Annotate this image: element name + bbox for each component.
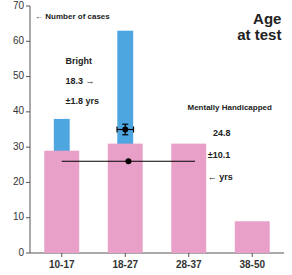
y-tick bbox=[26, 41, 30, 42]
annotation: ±10.1 bbox=[208, 150, 230, 160]
bar bbox=[235, 221, 270, 253]
x-tick-label: 28-37 bbox=[176, 259, 202, 270]
x-tick-label: 38-50 bbox=[239, 259, 265, 270]
x-tick bbox=[125, 253, 126, 257]
y-tick bbox=[26, 147, 30, 148]
title-line: at test bbox=[237, 26, 281, 43]
annotation: 24.8 bbox=[213, 128, 231, 138]
axes: 0 10 20 30 40 50 60 70 10-17 18-27 28-37 38-50 bbox=[13, 0, 284, 270]
error-cap-x bbox=[133, 127, 134, 133]
title-line: Age bbox=[253, 10, 281, 27]
annotation: ← yrs bbox=[208, 172, 233, 182]
y-tick bbox=[26, 182, 30, 183]
chart: 0 10 20 30 40 50 60 70 10-17 18-27 28-37 38-50 ← Num… bbox=[0, 0, 292, 275]
error-cap-x bbox=[116, 127, 117, 133]
y-tick bbox=[26, 76, 30, 77]
bars bbox=[44, 31, 269, 253]
x-tick bbox=[252, 253, 253, 257]
y-label: ← Number of cases bbox=[35, 12, 110, 21]
y-axis-line bbox=[30, 6, 31, 253]
annotation: ±1.8 yrs bbox=[66, 96, 99, 106]
annotation: Mentally Handicapped bbox=[187, 103, 272, 112]
error-point bbox=[122, 127, 128, 133]
y-tick-label: 40 bbox=[13, 105, 25, 116]
bar bbox=[171, 144, 206, 253]
y-tick bbox=[26, 253, 30, 254]
y-tick bbox=[26, 6, 30, 7]
x-tick-label: 10-17 bbox=[49, 259, 75, 270]
y-tick-label: 10 bbox=[13, 211, 25, 222]
y-tick-label: 30 bbox=[13, 141, 25, 152]
x-tick-label: 18-27 bbox=[112, 259, 138, 270]
bar bbox=[108, 144, 143, 253]
bar bbox=[44, 151, 79, 253]
error-bars bbox=[62, 124, 195, 164]
y-tick-label: 20 bbox=[13, 176, 25, 187]
x-tick bbox=[61, 253, 62, 257]
error-cap-y bbox=[122, 134, 128, 135]
annotation: 18.3 → bbox=[66, 76, 95, 86]
texts: ← Number of cases Ageat test Bright 18.3 → ±… bbox=[35, 10, 281, 182]
error-point bbox=[125, 158, 131, 164]
y-tick-label: 50 bbox=[13, 70, 25, 81]
y-tick bbox=[26, 217, 30, 218]
y-tick-label: 70 bbox=[13, 0, 25, 11]
title: Ageat test bbox=[237, 10, 281, 43]
x-tick bbox=[188, 253, 189, 257]
error-cap-y bbox=[122, 124, 128, 125]
y-tick-label: 0 bbox=[18, 247, 24, 258]
annotation: Bright bbox=[66, 56, 93, 66]
y-tick bbox=[26, 111, 30, 112]
y-tick-label: 60 bbox=[13, 35, 25, 46]
